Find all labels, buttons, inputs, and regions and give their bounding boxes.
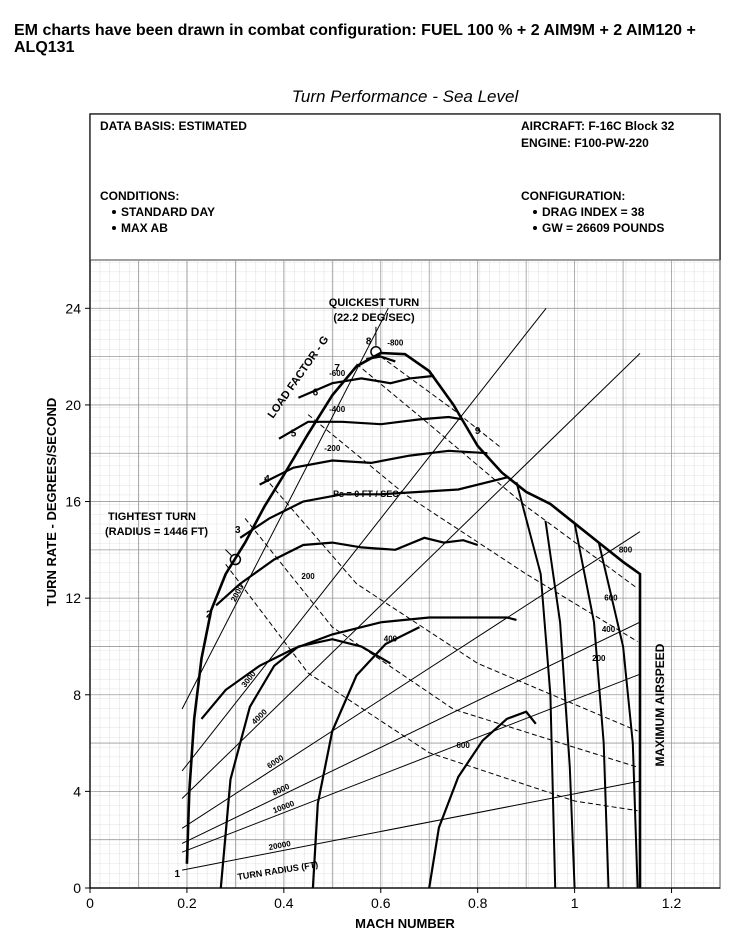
- info-conditions-title: CONDITIONS:: [100, 189, 179, 203]
- ps-contour-label: 200: [301, 572, 315, 581]
- y-tick-label: 8: [73, 687, 81, 703]
- x-tick-label: 1: [571, 895, 579, 911]
- info-box: DATA BASIS: ESTIMATED AIRCRAFT: F-16C Bl…: [89, 113, 721, 261]
- info-engine: ENGINE: F100-PW-220: [521, 136, 649, 150]
- x-tick-label: 1.2: [662, 895, 682, 911]
- dashed-helper-arc: [264, 477, 638, 732]
- turn-radius-line: [181, 353, 641, 799]
- load-factor-g-label: 8: [366, 337, 372, 348]
- tightest-turn-marker: [229, 553, 242, 566]
- header-note: EM charts have been drawn in combat conf…: [14, 22, 696, 56]
- load-factor-g-label: 1: [174, 869, 180, 880]
- minor-grid: [90, 260, 720, 888]
- high-speed-ps-contour: [544, 520, 576, 889]
- turn-radius-line: [181, 673, 641, 853]
- ps-contour-label: -400: [329, 405, 346, 414]
- y-tick-label: 0: [73, 880, 81, 896]
- info-aircraft: AIRCRAFT: F-16C Block 32: [521, 119, 675, 133]
- max-airspeed-ps-label: 200: [592, 654, 606, 663]
- info-configuration-item: DRAG INDEX = 38: [542, 205, 645, 219]
- y-axis-label: TURN RATE - DEGREES/SECOND: [44, 398, 59, 607]
- x-axis-label: MACH NUMBER: [355, 916, 455, 931]
- load-factor-g-label: 6: [313, 387, 319, 398]
- tightest-turn-label: TIGHTEST TURN: [108, 511, 196, 523]
- plot-layer: 200030004000600080001000020000-800-600-4…: [89, 259, 721, 889]
- ps-contour-line: [278, 415, 464, 440]
- load-factor-g-label: 9: [475, 426, 481, 437]
- dashed-helper-arc: [380, 356, 503, 449]
- quickest-turn-value: (22.2 DEG/SEC): [333, 312, 415, 324]
- turn-radius-line: [181, 621, 641, 844]
- info-data-basis: DATA BASIS: ESTIMATED: [100, 119, 247, 133]
- tightest-turn-arrow: [225, 549, 232, 556]
- dashed-helper-arc: [356, 363, 638, 589]
- ps-zero-label: Ps = 0 FT / SEC: [333, 489, 399, 499]
- y-tick-label: 16: [65, 494, 81, 510]
- ps-contour-line: [239, 476, 508, 539]
- ps-contour-line: [215, 536, 479, 607]
- high-speed-ps-contour: [573, 523, 610, 889]
- x-tick-label: 0: [86, 895, 94, 911]
- x-tick-label: 0.2: [177, 895, 197, 911]
- ps-contour-line: [428, 710, 537, 889]
- y-tick-label: 4: [73, 783, 81, 799]
- turn-radius-line: [181, 307, 547, 772]
- turn-radius-line: [181, 780, 641, 871]
- max-airspeed-ps-label: 400: [602, 625, 616, 634]
- dashed-helper-arc: [244, 518, 638, 768]
- high-speed-ps-contour: [515, 481, 557, 889]
- info-condition-item: MAX AB: [121, 221, 168, 235]
- quickest-turn-label: QUICKEST TURN: [329, 297, 420, 309]
- high-speed-ps-contour: [597, 542, 639, 889]
- x-tick-label: 0.6: [371, 895, 391, 911]
- max-airspeed-label: MAXIMUM AIRSPEED: [653, 643, 667, 766]
- ps-contour-line: [259, 449, 488, 486]
- max-airspeed-ps-label: 600: [604, 594, 618, 603]
- turn-radius-line: [181, 308, 389, 710]
- ps-contour-line: [200, 616, 517, 720]
- ps-contour-label: 600: [456, 741, 470, 750]
- ps-contour-label: -200: [324, 444, 341, 453]
- load-factor-g-label: 4: [264, 474, 270, 485]
- turn-radius-line: [181, 531, 641, 829]
- ps-contour-line: [311, 626, 420, 889]
- ps-contour-label: -600: [329, 369, 346, 378]
- info-condition-item: STANDARD DAY: [121, 205, 215, 219]
- info-configuration-title: CONFIGURATION:: [521, 189, 625, 203]
- y-tick-label: 12: [65, 590, 81, 606]
- ps-contour-label: -800: [387, 339, 404, 348]
- load-factor-g-label: 3: [235, 525, 241, 536]
- info-configuration-item: GW = 26609 POUNDS: [542, 221, 664, 235]
- max-airspeed-ps-label: 800: [619, 545, 633, 554]
- ps-contour-line: [219, 638, 392, 889]
- load-factor-g-label: 5: [291, 428, 297, 439]
- quickest-turn-marker: [370, 346, 382, 358]
- tightest-turn-value: (RADIUS = 1446 FT): [105, 526, 208, 538]
- x-tick-label: 0.8: [468, 895, 488, 911]
- y-tick-label: 20: [65, 397, 81, 413]
- ps-contour-label: 400: [384, 635, 398, 644]
- chart-title: Turn Performance - Sea Level: [292, 87, 520, 106]
- ps-contour-line: [297, 374, 435, 399]
- turn-radius-value: 20000: [268, 839, 292, 852]
- load-factor-g-label: 7: [334, 363, 340, 374]
- x-tick-label: 0.4: [274, 895, 294, 911]
- load-factor-g-label: 2: [206, 609, 212, 620]
- y-tick-label: 24: [65, 300, 81, 316]
- dashed-helper-arc: [225, 563, 638, 812]
